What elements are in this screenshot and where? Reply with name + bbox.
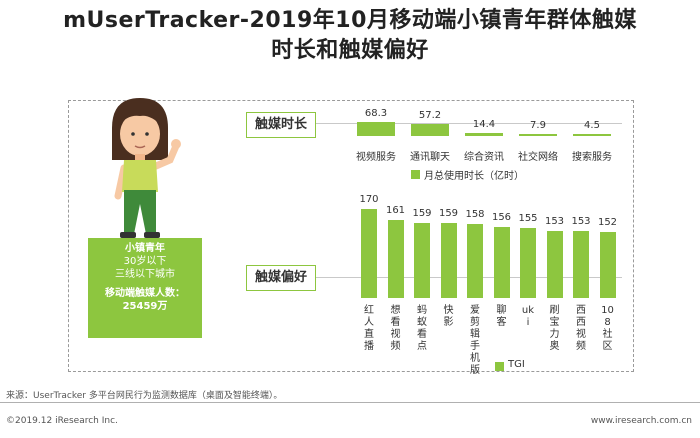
tgi-bar — [440, 222, 457, 298]
tgi-value-label: 156 — [491, 211, 512, 223]
tgi-category-label: 108社区 — [601, 305, 614, 352]
tgi-category-label: 快影 — [443, 305, 454, 328]
duration-category-label: 综合资讯 — [464, 152, 504, 163]
duration-value-label: 7.9 — [530, 120, 546, 131]
tgi-bar — [573, 230, 589, 298]
duration-value-label: 68.3 — [364, 108, 388, 119]
persona-users-value: 25459万 — [122, 301, 168, 312]
tgi-legend-text: TGI — [508, 359, 525, 370]
tgi-value-label: 153 — [544, 215, 565, 227]
tgi-category-label: uki — [521, 305, 535, 328]
tgi-bar — [414, 222, 430, 298]
tgi-category-label: 想看视频 — [390, 305, 401, 352]
duration-legend-text: 月总使用时长（亿时） — [424, 171, 524, 182]
tgi-legend-swatch — [495, 362, 504, 371]
tgi-value-label: 161 — [385, 205, 406, 217]
tgi-value-label: 170 — [359, 194, 379, 205]
tgi-bar — [493, 226, 510, 298]
tgi-bar — [467, 224, 483, 298]
footer-divider — [0, 402, 700, 403]
page-title: mUserTracker-2019年10月移动端小镇青年群体触媒 时长和触媒偏好 — [0, 6, 700, 66]
persona-age: 30岁以下 — [123, 256, 167, 267]
duration-value-label: 14.4 — [472, 119, 496, 131]
tgi-bar — [361, 209, 377, 298]
persona-name: 小镇青年 — [125, 243, 165, 254]
tgi-bar — [387, 220, 404, 298]
duration-legend-swatch — [411, 170, 420, 179]
tgi-category-label: 爱剪辑手机版 — [470, 305, 480, 376]
title-line-1: mUserTracker-2019年10月移动端小镇青年群体触媒 — [63, 8, 637, 33]
persona-info-box: 小镇青年 30岁以下 三线以下城市 移动端触媒人数： 25459万 — [88, 238, 202, 338]
duration-bar — [411, 124, 449, 136]
persona-city: 三线以下城市 — [115, 269, 175, 280]
title-line-2: 时长和触媒偏好 — [271, 38, 429, 63]
copyright: ©2019.12 iResearch Inc. — [6, 416, 118, 426]
tgi-category-label: 西西视频 — [576, 305, 586, 352]
duration-bar — [357, 122, 395, 136]
source-note: 来源：UserTracker 多平台网民行为监测数据库（桌面及智能终端）。 — [6, 391, 283, 401]
tgi-bar — [546, 230, 563, 298]
duration-bar — [465, 133, 503, 136]
duration-value-label: 4.5 — [584, 120, 600, 131]
duration-value-label: 57.2 — [418, 110, 442, 122]
duration-bar — [519, 134, 557, 136]
tgi-value-label: 159 — [438, 207, 459, 219]
duration-section-label: 触媒时长 — [246, 112, 317, 138]
dashed-frame — [68, 100, 634, 372]
tgi-bar — [599, 231, 616, 298]
tgi-category-label: 蚂蚁看点 — [417, 305, 427, 352]
persona-users-label: 移动端触媒人数： — [105, 288, 185, 299]
tgi-value-label: 158 — [465, 209, 485, 221]
tgi-value-label: 153 — [571, 215, 591, 227]
duration-category-label: 搜索服务 — [572, 152, 612, 163]
tgi-value-label: 152 — [597, 216, 618, 228]
website: www.iresearch.com.cn — [590, 416, 692, 426]
duration-category-label: 视频服务 — [356, 152, 396, 163]
tgi-bar — [520, 228, 536, 298]
duration-category-label: 通讯聊天 — [410, 152, 450, 163]
duration-bar — [573, 134, 611, 136]
tgi-category-label: 聊客 — [496, 305, 507, 328]
tgi-value-label: 159 — [412, 207, 432, 219]
duration-divider — [312, 123, 622, 124]
tgi-category-label: 红人直播 — [364, 305, 374, 352]
duration-category-label: 社交网络 — [518, 152, 558, 163]
tgi-value-label: 155 — [518, 213, 538, 225]
tgi-category-label: 刷宝力奥 — [549, 305, 560, 352]
preference-section-label: 触媒偏好 — [246, 265, 317, 291]
